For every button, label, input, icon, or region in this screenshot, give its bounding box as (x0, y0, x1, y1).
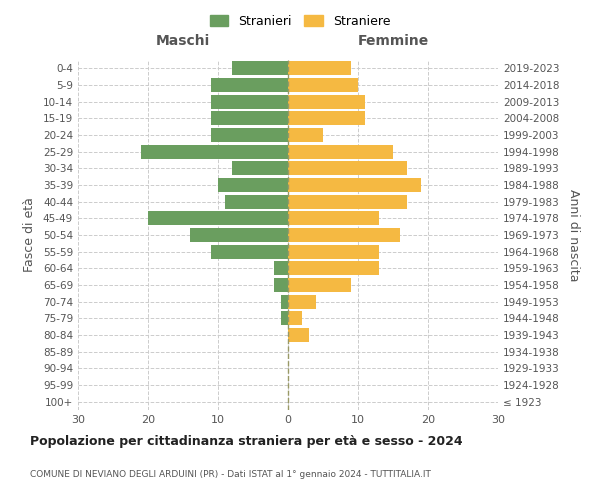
Bar (288, 112, 365, 126)
Bar (211, 128, 288, 142)
Bar (232, 62, 288, 76)
Bar (281, 311, 288, 326)
Text: Femmine: Femmine (358, 34, 428, 48)
Bar (211, 94, 288, 109)
Bar (288, 228, 400, 242)
Bar (288, 261, 379, 276)
Text: Popolazione per cittadinanza straniera per età e sesso - 2024: Popolazione per cittadinanza straniera p… (30, 435, 463, 448)
Bar (190, 228, 288, 242)
Text: COMUNE DI NEVIANO DEGLI ARDUINI (PR) - Dati ISTAT al 1° gennaio 2024 - TUTTITALI: COMUNE DI NEVIANO DEGLI ARDUINI (PR) - D… (30, 470, 431, 479)
Bar (288, 162, 407, 175)
Legend: Stranieri, Straniere: Stranieri, Straniere (206, 11, 394, 32)
Text: Maschi: Maschi (156, 34, 210, 48)
Bar (288, 78, 358, 92)
Bar (288, 62, 351, 76)
Bar (288, 278, 351, 292)
Bar (288, 294, 316, 308)
Bar (288, 178, 421, 192)
Bar (211, 112, 288, 126)
Bar (218, 178, 288, 192)
Bar (288, 244, 379, 259)
Bar (288, 211, 379, 226)
Y-axis label: Fasce di età: Fasce di età (23, 198, 36, 272)
Bar (288, 328, 309, 342)
Bar (288, 144, 393, 159)
Bar (281, 294, 288, 308)
Bar (288, 94, 365, 109)
Bar (148, 211, 288, 226)
Bar (274, 261, 288, 276)
Bar (288, 311, 302, 326)
Bar (211, 244, 288, 259)
Bar (225, 194, 288, 209)
Bar (232, 162, 288, 175)
Bar (211, 78, 288, 92)
Bar (274, 278, 288, 292)
Bar (141, 144, 288, 159)
Y-axis label: Anni di nascita: Anni di nascita (568, 188, 580, 281)
Bar (288, 194, 407, 209)
Bar (288, 128, 323, 142)
